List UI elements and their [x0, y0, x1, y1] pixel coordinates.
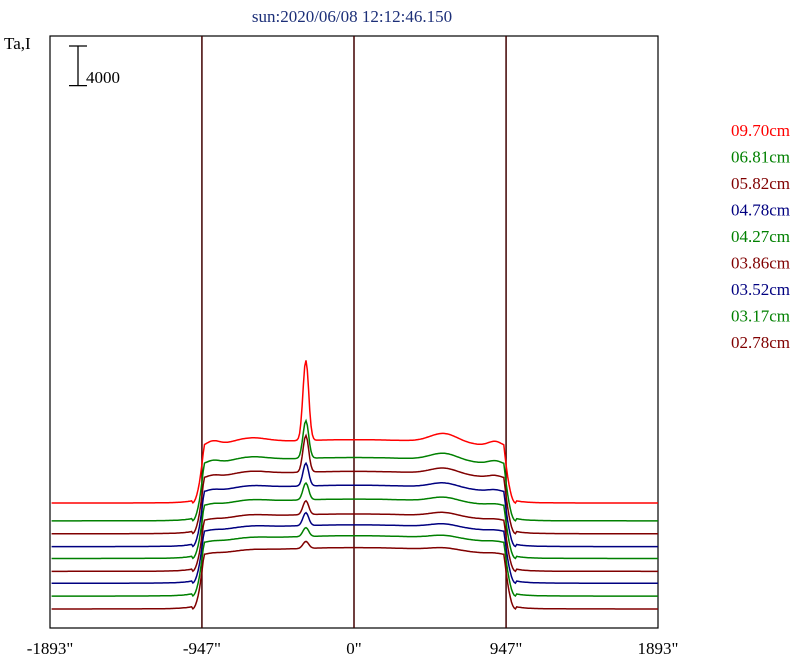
legend-entry-06.81cm: 06.81cm	[731, 148, 790, 167]
legend-entry-04.27cm: 04.27cm	[731, 227, 790, 246]
legend-entry-02.78cm: 02.78cm	[731, 333, 790, 352]
x-tick-label-0: -1893"	[27, 639, 74, 658]
x-tick-label-1: -947"	[183, 639, 221, 658]
series-line-09.70cm	[51, 360, 658, 505]
legend-entry-05.82cm: 05.82cm	[731, 174, 790, 193]
series-line-06.81cm	[51, 418, 658, 522]
legend-entry-04.78cm: 04.78cm	[731, 201, 790, 220]
x-tick-labels: -1893" -947" 0" 947" 1893"	[27, 639, 679, 658]
series-line-03.17cm	[51, 526, 658, 598]
legend-entry-03.86cm: 03.86cm	[731, 254, 790, 273]
scale-bar-label: 4000	[86, 68, 120, 87]
x-tick-label-3: 947"	[490, 639, 522, 658]
x-tick-label-2: 0"	[346, 639, 361, 658]
reference-lines	[201, 36, 507, 628]
series-line-04.78cm	[51, 461, 658, 548]
x-tick-label-4: 1893"	[638, 639, 679, 658]
series-line-04.27cm	[51, 481, 658, 560]
series-line-02.78cm	[51, 540, 658, 611]
series-line-03.86cm	[51, 499, 658, 573]
legend: 09.70cm 06.81cm 05.82cm 04.78cm 04.27cm 03.86…	[731, 121, 790, 352]
series-line-03.52cm	[51, 511, 658, 585]
series-group	[51, 360, 658, 611]
legend-entry-03.17cm: 03.17cm	[731, 307, 790, 326]
chart-title: sun:2020/06/08 12:12:46.150	[252, 7, 452, 26]
legend-entry-09.70cm: 09.70cm	[731, 121, 790, 140]
series-line-05.82cm	[51, 433, 658, 535]
legend-entry-03.52cm: 03.52cm	[731, 280, 790, 299]
y-axis-label: Ta,I	[4, 34, 31, 53]
scale-bar	[69, 45, 87, 87]
